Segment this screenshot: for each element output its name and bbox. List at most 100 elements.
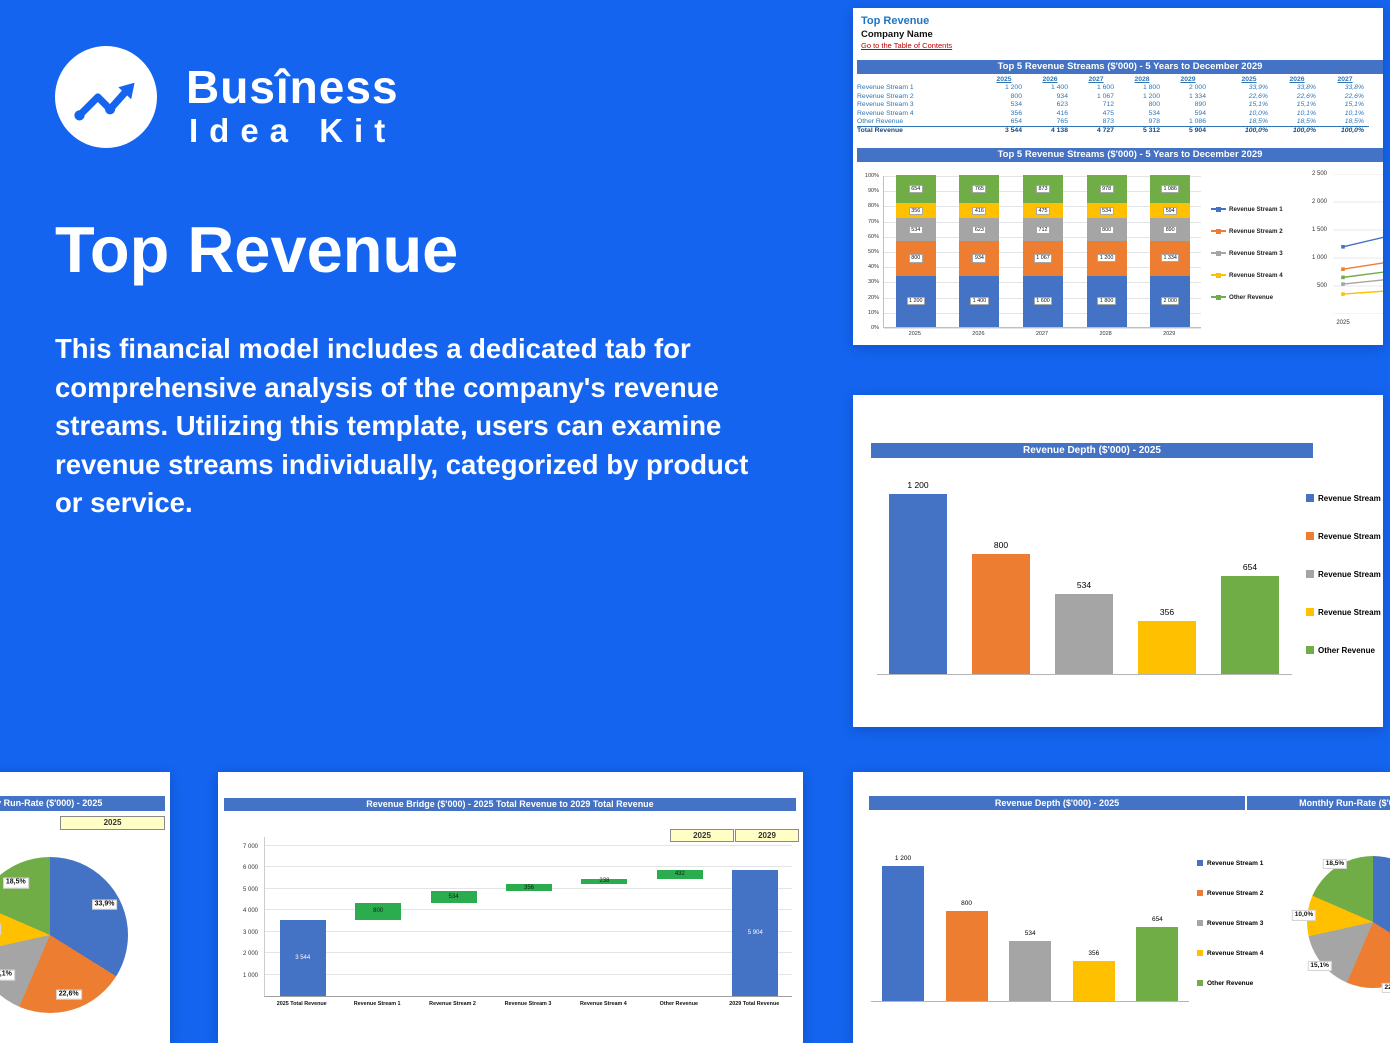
- legend-swatch: [1306, 646, 1314, 654]
- legend-item: Other Revenue: [1197, 968, 1263, 998]
- row-percent: 22,6%: [1248, 92, 1268, 100]
- legend-label: Revenue Stream 3: [1318, 569, 1383, 579]
- y-axis-label: 60%: [867, 233, 879, 240]
- legend-item: Revenue Stream 1: [1306, 479, 1383, 517]
- trend-chart-y-axis: 2 500 2 000 1 500 1 000 500: [1295, 171, 1327, 324]
- row-value: 594: [1194, 109, 1206, 117]
- legend-item: Revenue Stream 4: [1197, 938, 1263, 968]
- bar-value-label: 800: [373, 908, 384, 915]
- depth-legend-small: Revenue Stream 1 Revenue Stream 2 Revenue …: [1197, 848, 1263, 998]
- table-gap: [1211, 101, 1225, 109]
- trend-line-chart: [1333, 173, 1383, 315]
- bridge-bar: 800: [355, 902, 402, 921]
- stacked-segment: 873: [1023, 175, 1063, 204]
- legend-item: Other Revenue: [1211, 286, 1283, 308]
- segment-value-label: 594: [1163, 206, 1178, 215]
- row-value: 534: [1148, 109, 1160, 117]
- depth-chart-header: Revenue Depth ($'000) - 2025: [871, 443, 1313, 458]
- legend-swatch: [1197, 860, 1203, 866]
- legend-swatch: [1306, 532, 1314, 540]
- row-label: Revenue Stream 3: [857, 101, 914, 109]
- row-value: 5 904: [1165, 126, 1211, 134]
- stacked-segment: 934: [959, 241, 1000, 276]
- bar-value-label: 356: [1088, 949, 1100, 957]
- bridge-bar: 432: [656, 869, 703, 879]
- legend-swatch: [1197, 920, 1203, 926]
- row-percent: 10,0%: [1248, 109, 1268, 117]
- bridge-y-axis: 7 000 6 000 5 000 4 000 3 000 2 000 1 000: [224, 837, 260, 997]
- row-value: 978: [1148, 117, 1160, 125]
- legend-item: Revenue Stream 3: [1197, 908, 1263, 938]
- legend-label: Revenue Stream 2: [1318, 531, 1383, 541]
- segment-value-label: 1 200: [1097, 254, 1116, 263]
- row-label: Revenue Stream 2: [857, 92, 914, 100]
- legend-marker: [1211, 272, 1226, 278]
- legend-marker: [1211, 206, 1226, 212]
- table-gap: [1211, 76, 1225, 84]
- legend-item: Other Revenue: [1306, 631, 1383, 669]
- x-axis-label: Revenue Stream 1: [353, 1001, 401, 1007]
- segment-value-label: 623: [972, 225, 987, 234]
- bar-value-label: 238: [599, 878, 610, 885]
- bridge-year-cell-2029[interactable]: 2029: [735, 829, 799, 842]
- pie-slice-label: 33,9%: [91, 899, 118, 911]
- row-value: 1 200: [1142, 92, 1160, 100]
- depth-bar: [882, 866, 924, 1001]
- stacked-chart-header: Top 5 Revenue Streams ($'000) - 5 Years …: [857, 148, 1383, 162]
- year-header: 2028: [1134, 76, 1150, 83]
- revenue-table-header: Top 5 Revenue Streams ($'000) - 5 Years …: [857, 60, 1383, 74]
- legend-item: Revenue Stream 3: [1306, 555, 1383, 593]
- stacked-segment: 1 400: [959, 275, 1000, 327]
- legend-item: Revenue Stream 4: [1306, 593, 1383, 631]
- stacked-segment: 978: [1086, 175, 1127, 203]
- stacked-segment: 623: [959, 218, 1000, 242]
- x-axis-label: 2028: [1099, 331, 1112, 337]
- y-axis-label: 10%: [867, 309, 879, 316]
- row-value: 1 600: [1096, 84, 1114, 92]
- legend-swatch: [1197, 980, 1203, 986]
- bridge-bar: 3 544: [279, 920, 326, 996]
- bar-value-label: 5 904: [747, 929, 763, 936]
- stacked-segment: 534: [895, 218, 936, 242]
- x-axis-label: Revenue Stream 2: [429, 1001, 476, 1007]
- segment-value-label: 712: [1036, 225, 1050, 234]
- segment-value-label: 873: [1036, 184, 1050, 194]
- row-value: 765: [1056, 117, 1068, 125]
- stacked-segment: 654: [895, 175, 936, 204]
- row-value: 1 334: [1188, 92, 1206, 100]
- depth-bar: [1221, 575, 1279, 674]
- row-value: 800: [1010, 92, 1022, 100]
- row-percent: 15,1%: [1344, 101, 1364, 109]
- bar-value-label: 800: [993, 540, 1009, 550]
- bridge-year-cell-2025[interactable]: 2025: [670, 829, 734, 842]
- row-percent: 22,6%: [1296, 92, 1316, 100]
- x-axis-label: Revenue Stream 4: [580, 1001, 627, 1007]
- x-axis-label: Other Revenue: [659, 1001, 699, 1007]
- depth-bar-chart: 1 200 800 534 356 654: [877, 480, 1292, 675]
- stacked-segment: 416: [959, 203, 1000, 219]
- row-value: 1 400: [1050, 84, 1068, 92]
- table-corner: [857, 76, 981, 84]
- row-percent: 22,6%: [1344, 92, 1364, 100]
- table-of-contents-link[interactable]: Go to the Table of Contents: [861, 41, 953, 50]
- legend-label: Other Revenue: [1207, 979, 1254, 987]
- panel-top-revenue-sheet: Top Revenue Company Name Go to the Table…: [853, 8, 1383, 345]
- y-axis-label: 20%: [867, 294, 879, 301]
- pie-slice-label: 10,0%: [0, 923, 1, 935]
- row-value: 416: [1056, 109, 1068, 117]
- stacked-segment: 712: [1023, 218, 1063, 242]
- segment-value-label: 475: [1036, 206, 1050, 215]
- row-percent: 15,1%: [1248, 101, 1268, 109]
- runrate-year-cell[interactable]: 2025: [60, 816, 165, 830]
- y-axis-label: 2 000: [1311, 199, 1327, 205]
- stacked-segment: 1 334: [1150, 241, 1191, 276]
- row-value: 654: [1010, 117, 1022, 125]
- row-value: 3 544: [981, 126, 1027, 134]
- y-axis-label: 2 000: [242, 951, 258, 958]
- depth-bar-chart-small: 1 200 800 534 356 654: [871, 830, 1189, 1002]
- segment-value-label: 1 800: [1097, 297, 1116, 306]
- legend-swatch: [1216, 272, 1221, 278]
- row-value: 2 000: [1188, 84, 1206, 92]
- legend-label: Revenue Stream 1: [1318, 493, 1383, 503]
